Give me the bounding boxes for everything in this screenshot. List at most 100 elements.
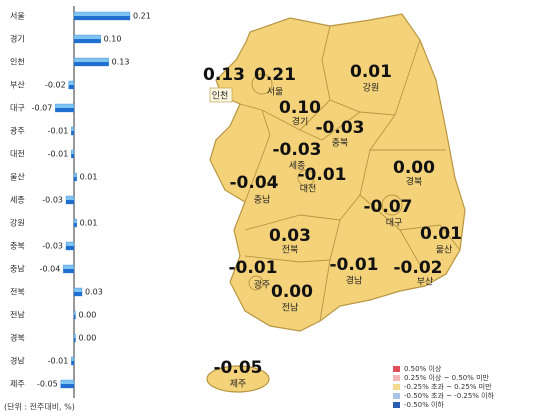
bar — [73, 218, 77, 228]
value-label: -0.03 — [42, 242, 63, 251]
bar — [55, 103, 75, 113]
legend-label: 0.50% 이상 — [404, 364, 442, 373]
value-label: 0.21 — [133, 12, 151, 21]
jeju — [206, 365, 270, 393]
map-region-name: 충북 — [332, 138, 349, 149]
category-label: 강원 — [10, 218, 25, 228]
map — [206, 13, 466, 393]
bar — [65, 241, 75, 251]
value-label: -0.04 — [40, 265, 61, 274]
category-label: 부산 — [10, 80, 25, 90]
bar — [60, 379, 75, 389]
incheon-box — [209, 87, 233, 103]
legend-label: -0.25% 초과 ~ 0.25% 미만 — [404, 382, 492, 391]
category-label: 경북 — [10, 333, 25, 343]
category-label: 세종 — [10, 196, 25, 205]
map-region-name: 광주 — [254, 279, 271, 291]
legend-swatch — [393, 366, 400, 372]
map-value: 0.00 — [393, 158, 435, 178]
unit-note: (단위 : 전주대비, %) — [4, 402, 75, 412]
legend-swatch — [393, 393, 400, 399]
category-label: 인천 — [10, 57, 25, 67]
map-region-name: 경남 — [346, 275, 363, 287]
map-region-name: 강원 — [363, 83, 380, 94]
value-label: -0.01 — [48, 357, 69, 366]
value-label: 0.03 — [85, 288, 103, 297]
map-region-name: 대전 — [300, 184, 317, 195]
bar — [71, 356, 75, 366]
map-value: 0.01 — [420, 224, 462, 244]
map-region-name: 울산 — [436, 245, 453, 256]
value-label: 0.00 — [79, 334, 97, 343]
bar — [73, 34, 101, 44]
map-value: -0.05 — [214, 358, 263, 378]
mainland — [209, 13, 466, 332]
legend-swatch — [393, 384, 400, 390]
category-label: 제주 — [10, 380, 25, 389]
map-region-name: 대구 — [386, 218, 403, 229]
map-value: 0.01 — [350, 62, 392, 82]
map-value: 0.13 — [203, 65, 245, 85]
bar — [73, 11, 131, 21]
value-label: -0.02 — [45, 81, 66, 90]
bar — [63, 264, 75, 274]
value-label: -0.05 — [37, 380, 58, 389]
map-value: -0.01 — [298, 165, 347, 185]
legend-label: 0.25% 이상 ~ 0.50% 미만 — [404, 373, 490, 382]
value-label: -0.01 — [48, 127, 69, 136]
map-value: -0.01 — [229, 258, 278, 278]
category-label: 대전 — [10, 149, 25, 159]
map-value: -0.03 — [273, 140, 322, 160]
map-region-name: 제주 — [230, 379, 247, 390]
bar — [73, 172, 77, 182]
map-region-name: 경기 — [292, 116, 309, 128]
category-label: 충남 — [10, 265, 25, 274]
map-region-name: 부산 — [417, 277, 434, 288]
region-borders — [239, 25, 461, 322]
bar — [71, 126, 75, 136]
map-region-name: 경북 — [406, 176, 423, 188]
category-label: 충북 — [10, 242, 25, 251]
map-value: -0.02 — [394, 258, 443, 278]
legend-swatch — [393, 402, 400, 408]
category-label: 서울 — [10, 12, 25, 21]
map-value: 0.00 — [271, 282, 313, 302]
bar — [68, 80, 75, 90]
value-label: 0.13 — [112, 58, 130, 67]
map-labels: 0.21서울0.10경기0.13인천-0.02부산-0.07대구-0.01광주-… — [203, 62, 462, 390]
value-label: 0.00 — [79, 311, 97, 320]
bar — [65, 195, 75, 205]
bar — [73, 57, 109, 67]
value-label: -0.03 — [42, 196, 63, 205]
category-label: 광주 — [10, 126, 25, 136]
map-region-name: 충남 — [254, 195, 271, 206]
value-label: 0.01 — [80, 173, 98, 182]
bar — [73, 310, 76, 320]
map-region-name: 전남 — [282, 303, 299, 314]
legend-label: -0.50% 초과 ~ -0.25% 이하 — [404, 391, 495, 400]
map-region-name: 전북 — [282, 245, 299, 256]
bar — [73, 287, 83, 297]
map-value: -0.03 — [316, 118, 365, 138]
map-value: -0.01 — [330, 255, 379, 275]
value-label: -0.07 — [32, 104, 53, 113]
value-label: 0.10 — [104, 35, 122, 44]
category-label: 경남 — [10, 356, 25, 366]
map-value: 0.03 — [269, 226, 311, 246]
map-region-name: 서울 — [267, 87, 284, 98]
legend-label: -0.50% 이하 — [404, 400, 444, 409]
bar — [73, 333, 76, 343]
map-value: -0.04 — [230, 173, 279, 193]
category-label: 전북 — [10, 287, 25, 297]
bar — [71, 149, 75, 159]
value-label: 0.01 — [80, 219, 98, 228]
map-value: 0.21 — [254, 65, 296, 85]
map-value: 0.10 — [279, 98, 321, 118]
legend-swatch — [393, 375, 400, 381]
category-label: 대구 — [10, 104, 25, 113]
category-label: 전남 — [10, 310, 25, 320]
category-label: 경기 — [10, 34, 25, 44]
value-label: -0.01 — [48, 150, 69, 159]
category-label: 울산 — [10, 172, 25, 182]
